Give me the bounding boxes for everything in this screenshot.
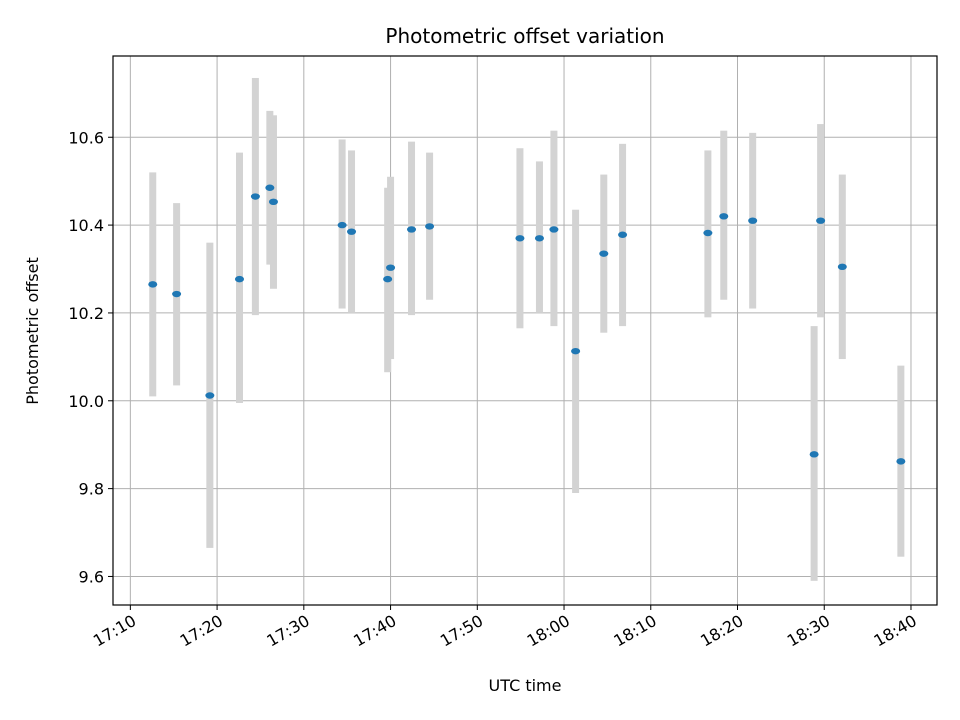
data-point: [896, 458, 906, 465]
data-point: [205, 392, 215, 399]
data-point: [172, 290, 182, 298]
data-point: [515, 235, 525, 242]
point-layer: [148, 184, 906, 465]
y-tick-label: 9.8: [79, 480, 104, 499]
data-point: [534, 235, 544, 242]
plot-frame: [112, 55, 938, 606]
y-tick-label: 10.0: [68, 392, 104, 411]
data-point: [148, 281, 158, 288]
data-point: [719, 213, 729, 220]
grid-layer: [113, 56, 937, 605]
data-point: [837, 263, 847, 271]
data-point: [748, 217, 758, 224]
data-point: [618, 231, 628, 238]
data-point: [337, 221, 347, 229]
data-point: [809, 451, 819, 458]
data-point: [265, 184, 275, 191]
data-point: [268, 198, 278, 206]
y-tick-label: 10.4: [68, 216, 104, 235]
y-axis-label: Photometric offset: [23, 257, 42, 405]
y-tick-label: 10.2: [68, 304, 104, 323]
data-point: [816, 217, 826, 224]
y-axis-ticks: 9.6 9.8 10.0 10.2 10.4 10.6: [68, 128, 113, 586]
data-point: [549, 226, 559, 233]
data-point: [250, 193, 260, 200]
data-point: [571, 347, 581, 355]
data-point: [425, 223, 435, 230]
data-point: [407, 226, 417, 233]
data-point: [386, 264, 396, 271]
x-axis-label: UTC time: [489, 676, 562, 695]
data-point: [347, 228, 357, 235]
y-tick-label: 9.6: [79, 567, 104, 586]
data-point: [703, 229, 713, 237]
data-point: [383, 275, 393, 283]
data-point: [234, 275, 244, 283]
y-tick-label: 10.6: [68, 128, 104, 147]
data-point: [599, 250, 609, 257]
chart-title: Photometric offset variation: [385, 24, 664, 48]
